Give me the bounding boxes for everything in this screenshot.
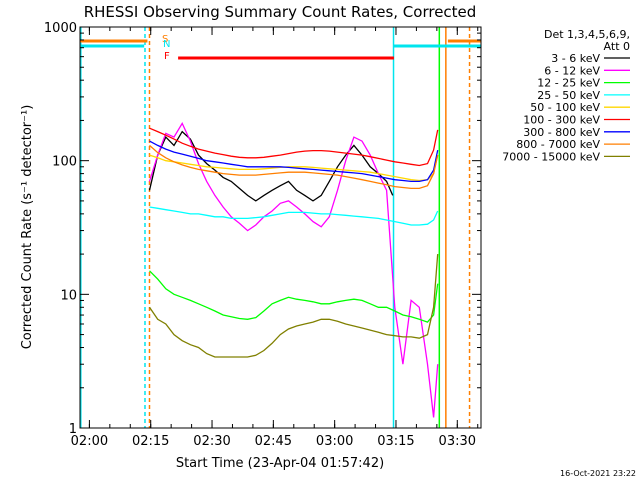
series-line-4: [149, 154, 439, 182]
plot-content: SNF: [80, 27, 481, 428]
timestamp: 16-Oct-2021 23:22: [560, 469, 636, 478]
legend-label-4: 50 - 100 keV: [530, 101, 600, 114]
chart-title: RHESSI Observing Summary Count Rates, Co…: [84, 3, 477, 21]
x-tick-label-6: 03:30: [439, 434, 476, 449]
x-tick-label-3: 02:45: [255, 434, 292, 449]
x-axis-label: Start Time (23-Apr-04 01:57:42): [176, 456, 384, 471]
legend-header-line-2: Att 0: [604, 40, 630, 53]
series-line-6: [149, 140, 439, 183]
y-tick-label-2: 100: [52, 155, 77, 170]
legend-label-0: 3 - 6 keV: [551, 52, 600, 65]
series-line-7: [149, 144, 439, 190]
flag-n-label: N: [163, 39, 170, 50]
series-line-1: [148, 122, 439, 418]
x-tick-label-4: 03:00: [316, 434, 353, 449]
y-axis-label: Corrected Count Rate (s⁻¹ detector⁻¹): [20, 105, 35, 350]
x-tick-label-2: 02:30: [193, 434, 230, 449]
legend-label-3: 25 - 50 keV: [537, 89, 600, 102]
series-line-3: [149, 206, 439, 226]
legend-label-8: 7000 - 15000 keV: [502, 150, 600, 163]
legend-label-7: 800 - 7000 keV: [516, 138, 600, 151]
legend-label-1: 6 - 12 keV: [544, 64, 600, 77]
legend-label-6: 300 - 800 keV: [523, 126, 600, 139]
x-tick-label-5: 03:15: [377, 434, 414, 449]
series-line-2: [149, 270, 439, 323]
series-line-0: [148, 130, 394, 202]
series-line-5: [149, 127, 439, 167]
x-tick-label-0: 02:00: [71, 434, 108, 449]
y-tick-label-0: 1: [69, 422, 77, 437]
plot-frame: [79, 26, 482, 429]
legend-label-2: 12 - 25 keV: [537, 77, 600, 90]
legend-label-5: 100 - 300 keV: [523, 114, 600, 127]
y-tick-label-1: 10: [60, 288, 77, 303]
legend-header-line-1: Det 1,3,4,5,6,9,: [544, 28, 630, 41]
series-line-8: [148, 254, 439, 358]
flag-f-label: F: [164, 51, 170, 62]
y-tick-label-3: 1000: [44, 21, 77, 36]
x-tick-label-1: 02:15: [132, 434, 169, 449]
axes: 02:00 02:15 02:30 02:45 03:00 03:15 03:30 1 10 10…: [44, 21, 481, 449]
flag-s-label: S: [162, 34, 168, 45]
